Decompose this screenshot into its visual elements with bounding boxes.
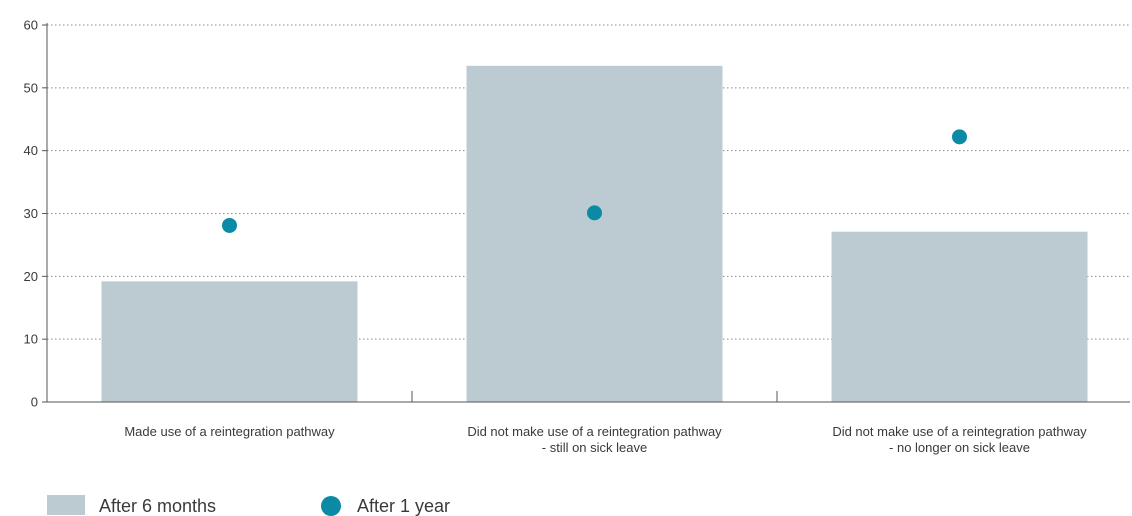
y-tick-label: 0: [31, 395, 38, 410]
bar-after-6-months: [466, 65, 723, 402]
dot-series: [222, 129, 967, 233]
dot-after-1-year: [222, 217, 237, 233]
y-tick-label: 30: [24, 206, 38, 221]
y-tick-label: 50: [24, 80, 38, 95]
dot-after-1-year: [952, 129, 967, 145]
x-category-label: - still on sick leave: [542, 440, 647, 455]
legend-label-after-1-year: After 1 year: [357, 496, 450, 516]
y-tick-label: 20: [24, 269, 38, 284]
legend-label-after-6-months: After 6 months: [99, 496, 216, 516]
dot-after-1-year: [587, 205, 602, 221]
y-tick-label: 40: [24, 143, 38, 158]
x-category-label: Did not make use of a reintegration path…: [832, 424, 1087, 439]
legend-swatch-after-6-months: [47, 495, 85, 515]
y-tick-label: 60: [24, 18, 38, 33]
axes: [42, 23, 1130, 403]
x-category-label: Made use of a reintegration pathway: [124, 424, 335, 439]
bar-after-6-months: [101, 281, 358, 402]
legend: After 6 months After 1 year: [47, 495, 450, 516]
bar-series: [101, 65, 1088, 402]
x-category-label: - no longer on sick leave: [889, 440, 1030, 455]
bar-after-6-months: [831, 231, 1088, 402]
y-tick-label: 10: [24, 332, 38, 347]
legend-swatch-after-1-year: [321, 496, 341, 516]
y-tick-labels: 0 10 20 30 40 50 60: [24, 18, 38, 410]
category-labels: Made use of a reintegration pathway Did n…: [124, 424, 1087, 455]
x-category-label: Did not make use of a reintegration path…: [467, 424, 722, 439]
